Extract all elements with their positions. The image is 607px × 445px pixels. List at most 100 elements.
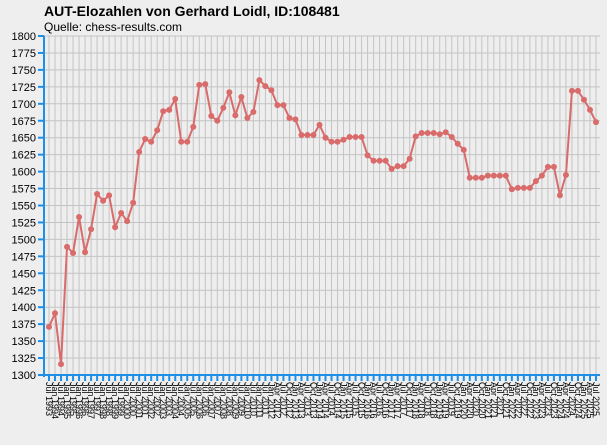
point (568, 87, 575, 94)
point (400, 163, 407, 170)
x-tick-label: Apr 2014 (321, 382, 331, 419)
point (430, 129, 437, 136)
point (64, 243, 71, 250)
point (196, 81, 203, 88)
y-tick-label: 1675 (12, 116, 36, 128)
x-tick-label: Jan 2017 (387, 382, 397, 419)
x-tick-label: Jan 2002 (146, 382, 156, 419)
point (52, 310, 59, 317)
point (466, 174, 473, 181)
point (358, 134, 365, 141)
point (244, 115, 251, 122)
x-tick-label: Jan 1996 (74, 382, 84, 419)
x-tick-label: Apr 2023 (537, 382, 547, 419)
point (532, 178, 539, 185)
x-tick-label: Jul 2000 (128, 382, 138, 416)
x-tick-label: Oct 2012 (284, 382, 294, 419)
y-tick-label: 1550 (12, 201, 36, 213)
y-tick-label: 1425 (12, 285, 36, 297)
y-tick-label: 1625 (12, 150, 36, 162)
point (352, 134, 359, 141)
y-tick-label: 1500 (12, 234, 36, 246)
x-tick-label: Apr 2015 (345, 382, 355, 419)
point (148, 138, 155, 145)
x-tick-label: Oct 2023 (549, 382, 559, 419)
y-tick-label: 1475 (12, 251, 36, 263)
x-tick-label: Jan 2005 (182, 382, 192, 419)
point (508, 186, 515, 193)
x-tick-label: Jul 2006 (200, 382, 210, 416)
x-tick-label: Apr 2019 (441, 382, 451, 419)
y-tick-label: 1725 (12, 82, 36, 94)
y-tick-label: 1325 (12, 353, 36, 365)
point (178, 138, 185, 145)
point (100, 197, 107, 204)
x-tick-label: Jan 1994 (50, 382, 60, 419)
y-tick-label: 1800 (12, 31, 36, 43)
x-tick-label: Jul 2005 (188, 382, 198, 416)
x-tick-label: Jul 1995 (68, 382, 78, 416)
x-tick-label: Jan 2003 (158, 382, 168, 419)
x-tick-label: Oct 2020 (477, 382, 487, 419)
x-tick-label: Apr 2020 (465, 382, 475, 419)
point (538, 172, 545, 179)
x-tick-label: Jul 1998 (104, 382, 114, 416)
x-tick-label: Oct 2016 (381, 382, 391, 419)
x-tick-label: Jan 2025 (579, 382, 589, 419)
chart-subtitle: Quelle: chess-results.com (44, 20, 182, 34)
point (346, 134, 353, 141)
x-tick-label: Oct 2024 (573, 382, 583, 419)
x-tick-label: Jan 2001 (134, 382, 144, 419)
point (268, 87, 275, 94)
point (88, 226, 95, 233)
point (580, 96, 587, 103)
y-tick-label: 1650 (12, 133, 36, 145)
x-tick-label: Jul 2025 (591, 382, 601, 416)
point (220, 104, 227, 111)
point (334, 138, 341, 145)
point (202, 81, 209, 88)
point (562, 171, 569, 178)
x-tick-label: Jan 1995 (62, 382, 72, 419)
x-tick-label: Jan 2011 (254, 382, 264, 418)
x-tick-label: Apr 2022 (513, 382, 523, 419)
point (184, 138, 191, 145)
point (292, 116, 299, 123)
x-tick-label: Jul 2008 (224, 382, 234, 416)
x-tick-label: Jul 2010 (248, 382, 258, 416)
point (256, 77, 263, 84)
x-tick-label: Jul 2012 (278, 382, 288, 416)
point (340, 136, 347, 143)
point (238, 94, 245, 101)
x-tick-label: Jul 2022 (519, 382, 529, 416)
x-tick-label: Jan 2006 (194, 382, 204, 419)
y-tick-label: 1350 (12, 336, 36, 348)
point (328, 138, 335, 145)
point (490, 172, 497, 179)
x-tick-label: Oct 2015 (357, 382, 367, 419)
x-tick-label: Jul 2007 (212, 382, 222, 416)
point (394, 163, 401, 170)
point (502, 172, 509, 179)
point (370, 157, 377, 164)
y-tick-label: 1600 (12, 167, 36, 179)
point (118, 209, 125, 216)
point (58, 361, 65, 368)
point (106, 192, 113, 199)
point (160, 108, 167, 115)
x-tick-label: Apr 2025 (585, 382, 595, 419)
x-tick-label: Jan 1999 (110, 382, 120, 419)
y-tick-label: 1525 (12, 217, 36, 229)
x-tick-label: Jan 2020 (459, 382, 469, 419)
x-tick-label: Jan 2014 (314, 382, 324, 419)
point (436, 131, 443, 138)
x-tick-label: Jul 2015 (351, 382, 361, 416)
point (232, 112, 239, 119)
x-tick-label: Oct 2013 (308, 382, 318, 419)
point (496, 172, 503, 179)
x-tick-label: Jul 2023 (543, 382, 553, 416)
point (112, 224, 119, 231)
point (280, 102, 287, 109)
y-tick-label: 1575 (12, 184, 36, 196)
point (94, 190, 101, 197)
